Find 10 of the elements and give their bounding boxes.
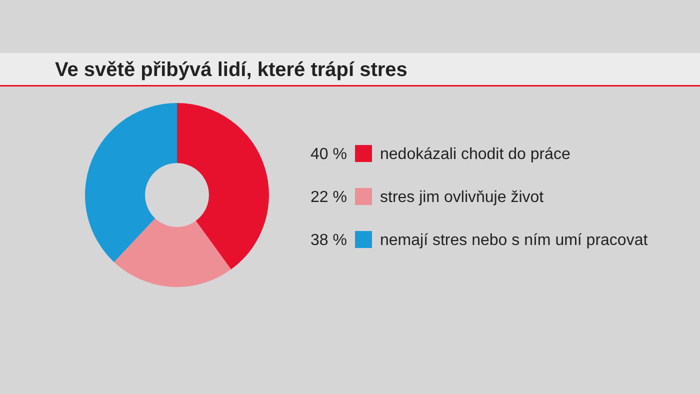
data-label: 38 %: [310, 232, 347, 249]
donut-slice: [85, 103, 177, 262]
chart-title: Ve světě přibývá lidí, které trápí stres: [55, 59, 408, 81]
legend-label: nemají stres nebo s ním umí pracovat: [380, 232, 648, 249]
data-label: 40 %: [310, 146, 347, 163]
legend-label: stres jim ovlivňuje život: [380, 189, 544, 206]
data-label: 22 %: [310, 189, 347, 206]
donut-slice: [177, 103, 269, 270]
donut-slice: [114, 218, 232, 287]
legend-label: nedokázali chodit do práce: [380, 146, 570, 163]
